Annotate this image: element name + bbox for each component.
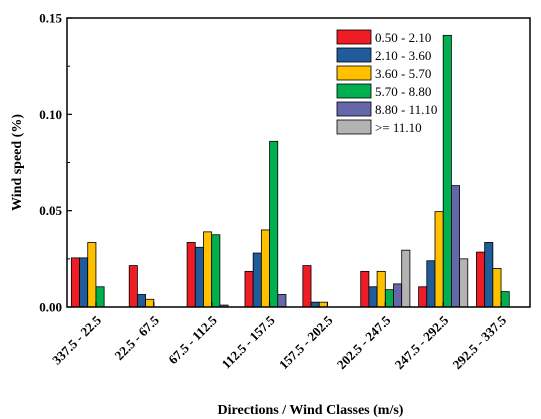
plot-frame	[66, 17, 531, 308]
bar-4-3	[211, 234, 221, 308]
x-tick-label: 157.5 - 202.5	[276, 312, 336, 372]
bar-1-7	[418, 286, 428, 308]
bar-3-7	[434, 211, 444, 308]
x-tick-label: 292.5 - 337.5	[450, 312, 510, 372]
bar-2-2	[137, 294, 147, 308]
bar-3-8	[492, 268, 502, 308]
bars-layer	[70, 34, 510, 308]
x-tick-label: 22.5 - 67.5	[111, 312, 162, 363]
x-axis-title: Directions / Wind Classes (m/s)	[218, 403, 404, 418]
bar-5-7	[450, 185, 460, 308]
legend-swatch	[336, 65, 372, 81]
y-axis-title: Wind speed (%)	[10, 114, 25, 211]
y-tick-label: 0.00	[39, 300, 62, 315]
legend-swatch	[336, 101, 372, 117]
legend-label: 8.80 - 11.10	[375, 102, 437, 117]
bar-3-4	[260, 229, 270, 308]
y-tick-label: 0.15	[39, 11, 62, 26]
legend-background	[333, 26, 435, 138]
bar-1-4	[244, 270, 254, 308]
bar-1-8	[476, 251, 486, 308]
bar-3-1	[87, 242, 97, 308]
bar-4-1	[95, 286, 105, 308]
bar-1-5	[302, 265, 312, 308]
legend-label: 5.70 - 8.80	[375, 84, 431, 99]
y-tick-label: 0.10	[39, 107, 62, 122]
bar-5-4	[277, 294, 287, 308]
bar-1-6	[360, 270, 370, 308]
bar-2-7	[426, 260, 436, 308]
legend-swatch	[336, 29, 372, 45]
legend-label: 0.50 - 2.10	[375, 30, 431, 45]
bar-6-7	[459, 258, 469, 308]
bar-3-3	[203, 231, 213, 308]
x-tick-label: 247.5 - 292.5	[392, 312, 452, 372]
y-tick-label: 0.05	[39, 203, 62, 218]
x-axis-ticks: 337.5 - 22.5 22.5 - 67.5 67.5 - 112.5112.5…	[49, 302, 510, 372]
x-tick-label: 112.5 - 157.5	[219, 312, 278, 371]
bar-4-7	[442, 34, 452, 308]
bar-3-6	[376, 270, 386, 308]
legend: 0.50 - 2.10 2.10 - 3.60 3.60 - 5.70 5.70 - …	[333, 26, 437, 138]
bar-4-6	[384, 289, 394, 308]
legend-swatch	[336, 83, 372, 99]
bar-4-4	[269, 140, 279, 308]
bar-2-3	[194, 246, 204, 308]
bar-6-6	[401, 249, 411, 308]
bar-1-3	[186, 242, 196, 308]
bar-2-4	[252, 252, 262, 308]
x-tick-label: 337.5 - 22.5	[49, 312, 104, 367]
bar-2-1	[79, 257, 89, 308]
bar-2-8	[484, 242, 494, 308]
bar-2-6	[368, 286, 378, 308]
legend-swatch	[336, 119, 372, 135]
bar-1-1	[70, 257, 80, 308]
legend-label: >= 11.10	[375, 120, 422, 135]
legend-label: 2.10 - 3.60	[375, 48, 431, 63]
bar-5-6	[393, 283, 403, 308]
legend-label: 3.60 - 5.70	[375, 66, 431, 81]
bar-1-2	[128, 265, 138, 308]
bar-3-2	[145, 298, 155, 308]
x-tick-label: 202.5 - 247.5	[334, 312, 394, 372]
bar-4-8	[500, 291, 510, 308]
x-tick-label: 67.5 - 112.5	[165, 312, 220, 367]
legend-swatch	[336, 47, 372, 63]
